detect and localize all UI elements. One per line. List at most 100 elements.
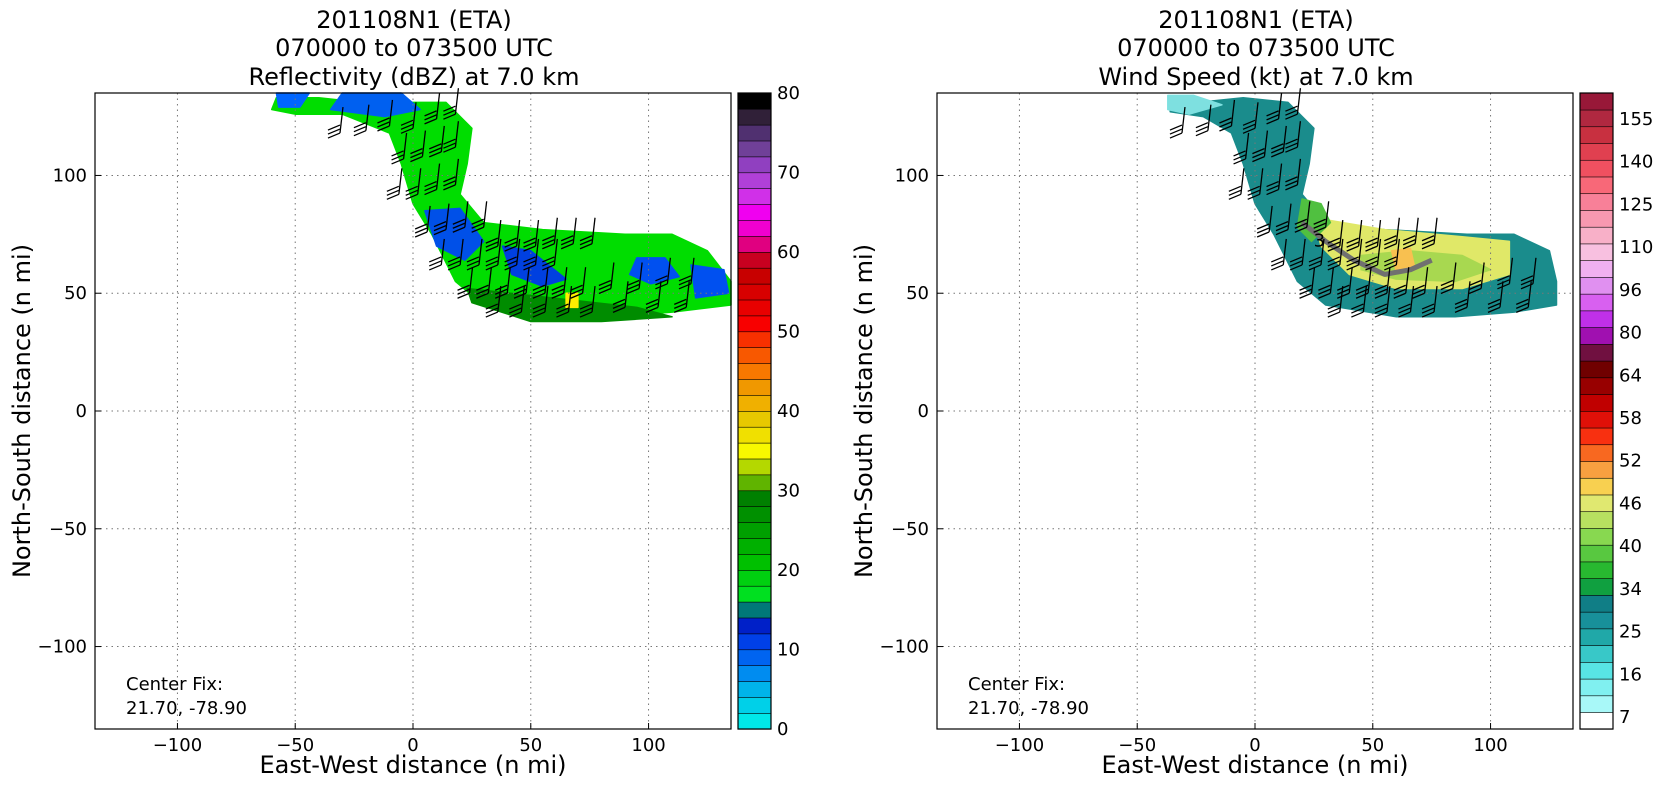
colorbar-segment <box>737 521 772 539</box>
wind-barb-flag <box>1412 292 1425 299</box>
colorbar-tick-label: 7 <box>1619 707 1630 728</box>
wind-barb-flag <box>485 311 499 318</box>
wind-barb <box>1402 217 1419 250</box>
wind-barb-flag <box>1285 180 1298 187</box>
wind-barb-flag <box>1256 223 1270 230</box>
wind-barb-flag <box>447 260 461 267</box>
wind-barb-flag <box>327 128 341 135</box>
colorbar-segment <box>1579 477 1614 496</box>
wind-barb <box>1440 262 1457 295</box>
colorbar-segment <box>737 156 772 174</box>
wind-barb-staff <box>1306 201 1311 228</box>
wind-barb-staff <box>1244 132 1250 160</box>
wind-barb-flag <box>443 138 456 145</box>
wind-barb <box>452 201 469 233</box>
wind-barb-flag <box>1421 235 1435 242</box>
title-line-2: 070000 to 073500 UTC <box>1117 34 1395 62</box>
wind-barb-flag <box>1285 138 1298 145</box>
wind-barb-flag <box>485 307 499 314</box>
wind-barb-staff <box>1499 281 1504 308</box>
wind-barb-flag <box>1374 307 1388 314</box>
wind-barb-flag <box>1421 243 1435 250</box>
wind-barb <box>424 92 441 125</box>
wind-barb-flag <box>579 243 593 250</box>
colorbar-tick-label: 50 <box>777 322 800 343</box>
wind-barb-flag <box>405 185 418 192</box>
colorbar-segment <box>737 204 772 221</box>
wind-barb-flag <box>410 148 423 155</box>
wind-barb-flag <box>1219 117 1232 124</box>
wind-barb-flag <box>1252 152 1265 159</box>
wind-barb-flag <box>485 241 499 248</box>
wind-barb <box>1520 257 1537 290</box>
wind-barb-staff <box>1409 285 1415 313</box>
wind-barb-staff <box>468 267 474 294</box>
wind-barb-staff <box>426 205 431 233</box>
wind-barb-staff <box>1414 217 1419 244</box>
wind-barb <box>476 267 493 299</box>
wind-barb-staff <box>365 104 370 131</box>
wind-barb-flag <box>1285 146 1298 153</box>
wind-barb-staff <box>515 220 521 247</box>
wind-barb <box>410 130 427 163</box>
colorbar-segment <box>737 251 772 269</box>
wind-barb-staff <box>544 285 549 313</box>
wind-barb-staff <box>1532 257 1537 284</box>
wind-barb-flag <box>485 237 499 244</box>
colorbar-tick-label: 52 <box>1619 451 1642 472</box>
colorbar-segment <box>1579 661 1614 680</box>
colorbar-segment <box>1579 427 1614 446</box>
y-tick-label: 50 <box>906 283 929 304</box>
x-tick-label: 50 <box>1361 735 1384 756</box>
wind-barb-staff <box>1268 205 1273 233</box>
wind-barb-flag <box>429 151 442 158</box>
colorbar-tick-labels: 7 16 25 34 40 46 52 58 64 80 96 110 125 140 155 <box>1619 109 1653 728</box>
wind-barb-staff <box>1310 267 1316 294</box>
wind-barb-staff <box>624 281 629 308</box>
wind-barb-flag <box>443 176 456 183</box>
wind-barb-flag <box>386 193 400 200</box>
wind-barb-flag <box>579 303 593 310</box>
wind-barb-flag <box>570 292 583 299</box>
wind-barb-staff <box>1423 267 1429 294</box>
wind-barb-staff <box>525 267 530 294</box>
wind-barb-flag <box>414 231 428 238</box>
wind-barb-flag <box>1285 176 1298 183</box>
wind-barb-flag <box>612 298 626 305</box>
wind-barb-flag <box>429 256 442 263</box>
wind-barb-flag <box>504 241 517 248</box>
wind-barb-staff <box>553 217 558 244</box>
colorbar-segment <box>737 362 772 380</box>
wind-barb-flag <box>1421 239 1435 246</box>
wind-barb-flag <box>504 245 517 252</box>
colorbar-tick-label: 20 <box>777 560 800 581</box>
wind-barb-staff <box>464 201 469 228</box>
colorbar-tick-label: 40 <box>1619 536 1642 557</box>
wind-barb-staff <box>483 201 488 228</box>
wind-barb-staff <box>610 262 615 289</box>
wind-barb-flag <box>532 284 546 291</box>
colorbar-tick-label: 64 <box>1619 365 1642 386</box>
wind-barb-flag <box>504 237 517 244</box>
colorbar-segment <box>1579 511 1614 529</box>
wind-barb <box>1271 125 1287 158</box>
x-tick-labels: −100 −50 0 50 100 <box>995 723 1508 756</box>
colorbar-frame <box>737 92 772 730</box>
colorbar-segment <box>1579 126 1614 144</box>
wind-barb-staff <box>591 217 596 244</box>
wind-barb-staff <box>497 238 502 266</box>
colorbar-segment <box>737 315 772 333</box>
wind-barb-staff <box>1339 238 1344 266</box>
wind-barb-flag <box>1256 227 1270 234</box>
x-tick-label: −50 <box>276 735 314 756</box>
colorbar-segment <box>737 442 772 460</box>
wind-barb-flag <box>1384 235 1397 242</box>
wind-barb-flag <box>327 124 341 131</box>
wind-barb-flag <box>579 235 593 242</box>
wind-barb-staff <box>1362 285 1368 313</box>
wind-barb-staff <box>685 281 690 308</box>
wind-barb-flag <box>1247 189 1260 196</box>
wind-barb-staff <box>487 267 493 294</box>
wind-barb-flag <box>424 184 437 192</box>
